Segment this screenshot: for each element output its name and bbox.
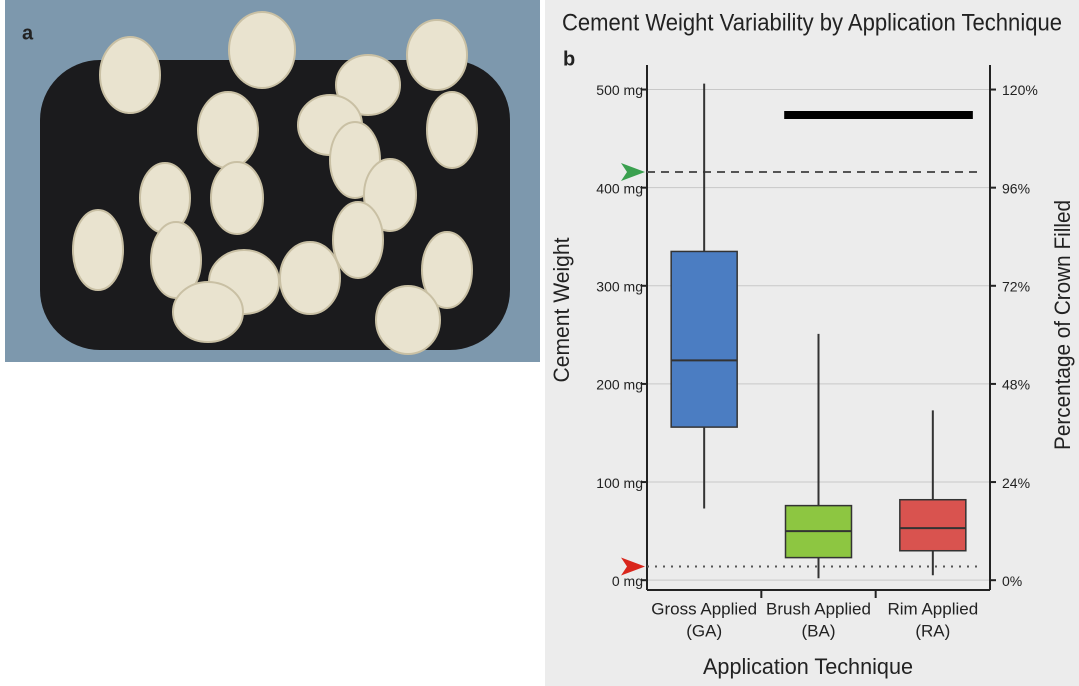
x-tick-label: Gross Applied <box>651 599 757 618</box>
y-tick-label: 500 mg <box>596 82 643 98</box>
y2-tick-label: 96% <box>1002 180 1030 196</box>
x-tick-label: Rim Applied <box>887 599 978 618</box>
y-tick-label: 100 mg <box>596 475 643 491</box>
y-tick-label: 400 mg <box>596 180 643 196</box>
y-tick-label: 300 mg <box>596 278 643 294</box>
crowns <box>72 11 478 355</box>
y2-tick-label: 72% <box>1002 278 1030 294</box>
panel-label: b <box>563 48 575 70</box>
x-tick-label: Brush Applied <box>766 599 871 618</box>
chart-title: Cement Weight Variability by Application… <box>562 9 1062 36</box>
y-tick-label: 200 mg <box>596 377 643 393</box>
y2-tick-label: 24% <box>1002 475 1030 491</box>
y2-axis-label: Percentage of Crown Filled <box>1050 200 1075 450</box>
x-axis-label: Application Technique <box>703 654 913 679</box>
y-axis-label: Cement Weight <box>549 238 574 383</box>
photo: a <box>5 0 540 362</box>
y2-tick-label: 0% <box>1002 573 1022 589</box>
panel-label: a <box>22 22 34 44</box>
reference-arrow <box>621 162 645 181</box>
y-tick-label: 0 mg <box>612 573 643 589</box>
reference-arrow <box>621 557 645 576</box>
y2-tick-label: 120% <box>1002 82 1038 98</box>
x-tick-label: (BA) <box>802 621 836 640</box>
x-tick-label: (RA) <box>915 621 950 640</box>
y2-tick-label: 48% <box>1002 377 1030 393</box>
x-tick-label: (GA) <box>686 621 722 640</box>
box <box>899 498 967 552</box>
box <box>670 250 738 428</box>
